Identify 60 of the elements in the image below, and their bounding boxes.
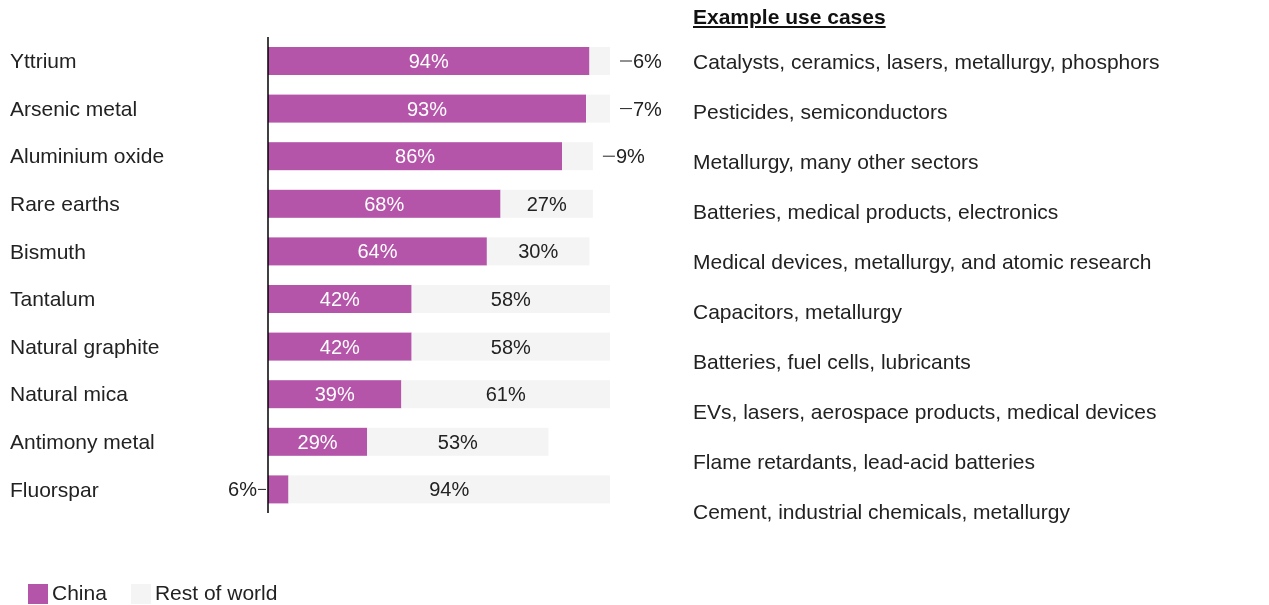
y-tick-label: Bismuth bbox=[10, 239, 86, 263]
bar bbox=[411, 332, 610, 361]
y-tick-label: Natural mica bbox=[10, 382, 129, 406]
text: Catalysts, ceramics, lasers, metallurgy, phosphors bbox=[693, 49, 1160, 75]
data-label: 53% bbox=[437, 430, 479, 453]
y-tick-label: Natural graphite bbox=[10, 334, 160, 358]
data-label: 61% bbox=[485, 383, 526, 406]
data-label: 94% bbox=[408, 50, 449, 72]
text: Batteries, fuel cells, lubricants bbox=[693, 349, 971, 375]
text: Flame retardants, lead-acid batteries bbox=[693, 449, 1035, 475]
bar bbox=[268, 189, 501, 218]
text: Example use cases bbox=[693, 5, 886, 29]
text: EVs, lasers, aerospace products, medical devices bbox=[693, 399, 1157, 425]
bar bbox=[268, 94, 587, 123]
text: Cement, industrial chemicals, metallurgy bbox=[693, 499, 1070, 525]
bar bbox=[268, 285, 412, 313]
data-label: 30% bbox=[518, 240, 559, 263]
text: Batteries, medical products, electronics bbox=[693, 199, 1059, 225]
data-label: 39% bbox=[314, 383, 355, 406]
bar bbox=[268, 475, 289, 504]
data-label: 86% bbox=[395, 145, 436, 168]
bar bbox=[586, 94, 610, 123]
bar bbox=[268, 332, 412, 361]
data-label: 9% bbox=[615, 145, 646, 168]
bar bbox=[589, 47, 610, 75]
data-label: 68% bbox=[364, 192, 405, 215]
bar bbox=[268, 380, 402, 409]
y-tick-label: Aluminium oxide bbox=[10, 144, 165, 168]
data-label: 27% bbox=[526, 192, 567, 215]
text: Capacitors, metallurgy bbox=[693, 299, 902, 325]
bar bbox=[268, 237, 487, 266]
bar bbox=[367, 427, 549, 456]
data-label: 6% bbox=[228, 478, 258, 501]
data-label: 29% bbox=[297, 430, 338, 453]
bar bbox=[268, 47, 590, 75]
data-label: 7% bbox=[633, 97, 663, 120]
legend-label: Rest of world bbox=[154, 581, 278, 604]
text: Medical devices, metallurgy, and atomic research bbox=[693, 249, 1152, 275]
bar bbox=[411, 285, 610, 313]
y-tick-label: Yttrium bbox=[10, 49, 77, 73]
text: Metallurgy, many other sectors bbox=[693, 149, 979, 175]
data-label: 93% bbox=[407, 97, 448, 120]
bar bbox=[562, 142, 593, 171]
y-tick-label: Antimony metal bbox=[10, 429, 155, 453]
bar bbox=[268, 142, 563, 171]
data-label: 94% bbox=[429, 478, 470, 501]
text: Pesticides, semiconductors bbox=[693, 99, 948, 125]
y-tick-label: Rare earths bbox=[10, 191, 120, 215]
data-label: 58% bbox=[490, 335, 532, 358]
y-tick-label: Arsenic metal bbox=[10, 96, 138, 120]
bar bbox=[401, 380, 610, 409]
y-tick-label: Tantalum bbox=[10, 287, 96, 311]
y-tick-label: Fluorspar bbox=[10, 477, 99, 501]
data-label: 42% bbox=[319, 335, 361, 358]
data-label: 6% bbox=[633, 50, 663, 72]
legend-label: China bbox=[52, 581, 107, 604]
bar bbox=[288, 475, 610, 504]
data-label: 64% bbox=[357, 240, 398, 263]
data-label: 58% bbox=[490, 288, 532, 310]
data-label: 42% bbox=[319, 288, 361, 310]
